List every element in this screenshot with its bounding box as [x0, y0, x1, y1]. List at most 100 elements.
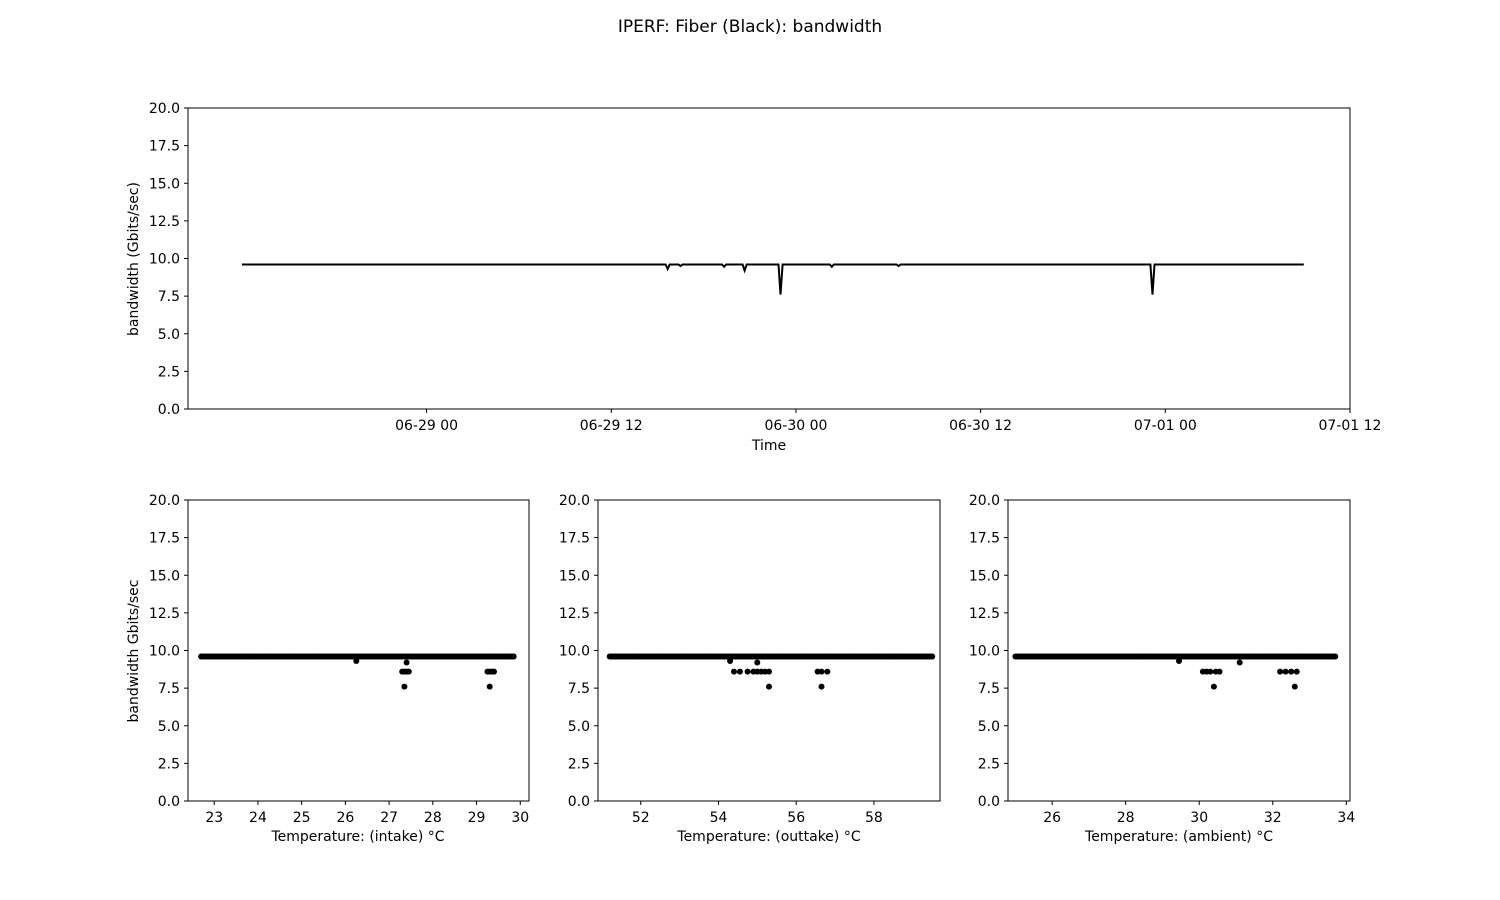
panel-time-series: 06-29 00 06-29 12 06-30 00 06-30 12 07-01 00… — [126, 101, 1381, 454]
scatter-point — [824, 668, 831, 675]
x-tick-label: 28 — [1117, 810, 1135, 826]
panel-3-plot — [1012, 653, 1339, 690]
scatter-point — [1216, 668, 1223, 675]
x-tick-label: 23 — [205, 810, 223, 826]
y-ticks-intake: 0.0 2.5 5.0 7.5 10.0 12.5 15.0 17.5 20.0 — [149, 493, 188, 810]
y-tick-label: 2.5 — [978, 756, 1000, 772]
x-axis-label-ambient: Temperature: (ambient) °C — [1084, 829, 1273, 845]
y-tick-label: 20.0 — [149, 101, 180, 117]
y-tick-label: 15.0 — [969, 568, 1000, 584]
y-tick-label: 20.0 — [969, 493, 1000, 509]
y-tick-label: 5.0 — [978, 719, 1000, 735]
scatter-point — [1288, 668, 1295, 675]
x-tick-label: 06-30 00 — [764, 418, 827, 434]
scatter-point — [736, 668, 743, 675]
y-tick-label: 10.0 — [559, 644, 590, 660]
y-tick-label: 17.5 — [559, 531, 590, 547]
panel-intake: 23 24 25 26 27 28 29 30 0.0 2.5 5.0 7.5 10.0 12.5 15.… — [126, 493, 530, 845]
y-tick-label: 15.0 — [559, 568, 590, 584]
y-tick-label: 12.5 — [969, 606, 1000, 622]
scatter-point — [1332, 653, 1339, 660]
x-tick-label: 29 — [468, 810, 486, 826]
y-axis-label-bandwidth: bandwidth (Gbits/sec) — [126, 182, 142, 336]
y-tick-label: 0.0 — [158, 402, 180, 418]
y-tick-label: 2.5 — [568, 756, 590, 772]
y-tick-label: 0.0 — [978, 794, 1000, 810]
x-ticks-outtake: 52 54 56 58 — [632, 801, 883, 826]
x-tick-label: 06-29 12 — [580, 418, 643, 434]
y-tick-label: 15.0 — [149, 568, 180, 584]
scatter-point — [403, 659, 410, 666]
y-tick-label: 7.5 — [158, 289, 180, 305]
y-tick-label: 2.5 — [158, 756, 180, 772]
scatter-point — [1291, 683, 1298, 690]
scatter-point — [818, 683, 825, 690]
y-tick-label: 10.0 — [149, 252, 180, 268]
scatter-point — [401, 683, 408, 690]
scatter-point — [491, 668, 497, 675]
x-axis-label-outtake: Temperature: (outtake) °C — [676, 829, 860, 845]
scatter-point — [766, 668, 772, 675]
y-tick-label: 17.5 — [969, 531, 1000, 547]
scatter-point — [405, 668, 412, 675]
scatter-point — [353, 658, 360, 664]
y-tick-label: 12.5 — [149, 606, 180, 622]
y-tick-label: 0.0 — [568, 794, 590, 810]
y-tick-label: 2.5 — [158, 364, 180, 380]
scatter-point — [1236, 659, 1243, 666]
y-tick-label: 12.5 — [149, 214, 180, 230]
y-tick-label: 7.5 — [568, 681, 590, 697]
y-tick-label: 17.5 — [149, 139, 180, 155]
panel-0-plot — [241, 263, 1304, 295]
panel-1-plot — [198, 653, 517, 690]
scatter-point — [1277, 668, 1284, 675]
x-tick-label: 30 — [511, 810, 529, 826]
y-tick-label: 5.0 — [568, 719, 590, 735]
x-tick-label: 30 — [1190, 810, 1208, 826]
panel-ambient: 26 28 30 32 34 0.0 2.5 5.0 7.5 10.0 12.5 15.0 17.5 2… — [969, 493, 1355, 845]
y-tick-label: 7.5 — [158, 681, 180, 697]
y-tick-label: 5.0 — [158, 327, 180, 343]
x-tick-label: 06-29 00 — [395, 418, 458, 434]
y-tick-label: 5.0 — [158, 719, 180, 735]
y-tick-label: 20.0 — [559, 493, 590, 509]
x-axis-label-time: Time — [751, 438, 786, 454]
y-tick-label: 17.5 — [149, 531, 180, 547]
scatter-point — [727, 658, 734, 664]
scatter-point — [744, 668, 751, 675]
x-tick-label: 07-01 12 — [1319, 418, 1382, 434]
x-tick-label: 34 — [1337, 810, 1355, 826]
figure-title: IPERF: Fiber (Black): bandwidth — [618, 17, 882, 37]
scatter-point — [818, 668, 825, 675]
y-axis-label-intake: bandwidth Gbits/sec — [126, 580, 142, 723]
scatter-point — [929, 653, 936, 660]
y-tick-label: 10.0 — [969, 644, 1000, 660]
x-tick-label: 06-30 12 — [949, 418, 1012, 434]
y-tick-label: 12.5 — [559, 606, 590, 622]
panel-2-plot — [606, 653, 936, 690]
y-tick-label: 0.0 — [158, 794, 180, 810]
panel-outtake: 52 54 56 58 0.0 2.5 5.0 7.5 10.0 12.5 15.0 17.5 20.… — [559, 493, 941, 845]
x-tick-label: 28 — [424, 810, 442, 826]
x-ticks-time-series: 06-29 00 06-29 12 06-30 00 06-30 12 07-01 00… — [395, 409, 1381, 434]
scatter-point — [1207, 668, 1214, 675]
scatter-point — [1210, 683, 1217, 690]
y-tick-label: 15.0 — [149, 176, 180, 192]
y-ticks-time-series: 0.0 2.5 5.0 7.5 10.0 12.5 15.0 17.5 20.0 — [149, 101, 188, 418]
scatter-point — [486, 683, 493, 690]
x-ticks-intake: 23 24 25 26 27 28 29 30 — [205, 801, 529, 826]
x-tick-label: 26 — [336, 810, 354, 826]
x-tick-label: 27 — [380, 810, 398, 826]
y-tick-label: 7.5 — [978, 681, 1000, 697]
scatter-point — [1293, 668, 1300, 675]
y-tick-label: 20.0 — [149, 493, 180, 509]
x-tick-label: 52 — [632, 810, 650, 826]
x-tick-label: 07-01 00 — [1134, 418, 1197, 434]
x-tick-label: 54 — [710, 810, 728, 826]
scatter-point — [731, 668, 737, 675]
scatter-point — [1282, 668, 1289, 675]
scatter-point — [766, 683, 772, 690]
y-ticks-outtake: 0.0 2.5 5.0 7.5 10.0 12.5 15.0 17.5 20.0 — [559, 493, 598, 810]
x-tick-label: 24 — [249, 810, 267, 826]
